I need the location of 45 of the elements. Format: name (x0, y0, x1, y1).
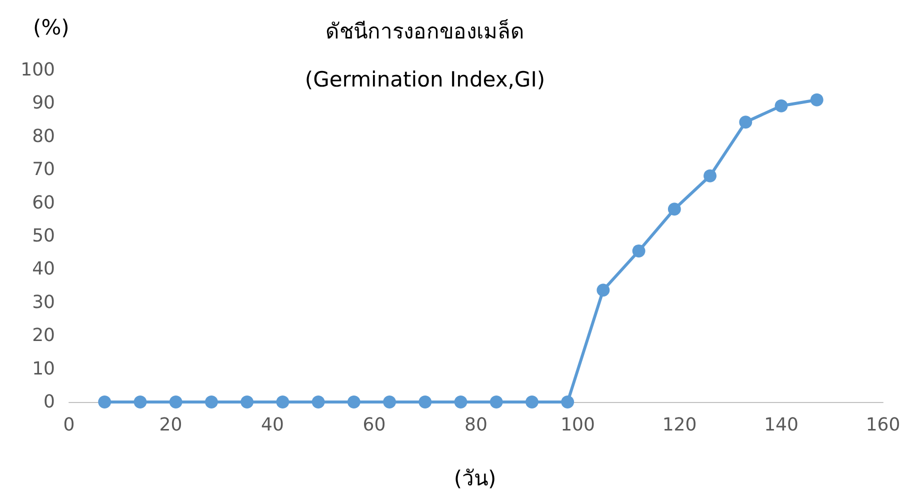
point (134, 396, 147, 408)
point (668, 202, 681, 216)
point (204, 396, 218, 408)
x-tick-label: 0 (63, 414, 75, 436)
x-tick-label: 60 (362, 414, 386, 436)
point (490, 396, 503, 408)
point (454, 396, 468, 408)
y-tick-label: 40 (32, 258, 55, 280)
x-tick-label: 80 (464, 414, 488, 436)
x-tick-label: 20 (159, 414, 182, 436)
y-tick-label: 50 (32, 226, 55, 246)
point (739, 116, 752, 129)
y-tick-label: 90 (32, 92, 55, 114)
chart-title: ดัชนีการงอกของเมล็ด (326, 18, 524, 44)
x-tick-label: 140 (764, 414, 798, 436)
point (276, 396, 290, 408)
x-tick-label: 160 (866, 414, 900, 436)
x-tick-label: 40 (261, 414, 284, 436)
x-axis-title: (วัน) (454, 466, 496, 490)
y-tick-label: 30 (32, 292, 55, 313)
point (347, 396, 360, 408)
point (774, 99, 788, 112)
point (312, 396, 325, 408)
y-tick-label: 70 (32, 159, 55, 180)
point (596, 284, 610, 297)
point (632, 244, 646, 258)
point (169, 396, 182, 408)
y-tick-label: 100 (20, 60, 55, 80)
x-tick-label: 100 (560, 414, 595, 436)
point (704, 169, 717, 182)
point (418, 396, 432, 408)
point (240, 396, 254, 408)
y-tick-label: 20 (32, 325, 55, 346)
y-tick-label: 10 (32, 358, 55, 380)
point (383, 396, 396, 408)
point (98, 396, 112, 408)
x-tick-label: 120 (662, 414, 697, 436)
y-tick-label: 80 (32, 126, 55, 147)
y-tick-label: 60 (32, 192, 55, 214)
y-tick-label: 0 (44, 392, 55, 412)
chart-subtitle: (Germination Index,GI) (304, 68, 546, 92)
point (525, 396, 538, 408)
point (561, 396, 574, 408)
y-axis-title: (%) (33, 16, 70, 40)
point (810, 93, 824, 106)
